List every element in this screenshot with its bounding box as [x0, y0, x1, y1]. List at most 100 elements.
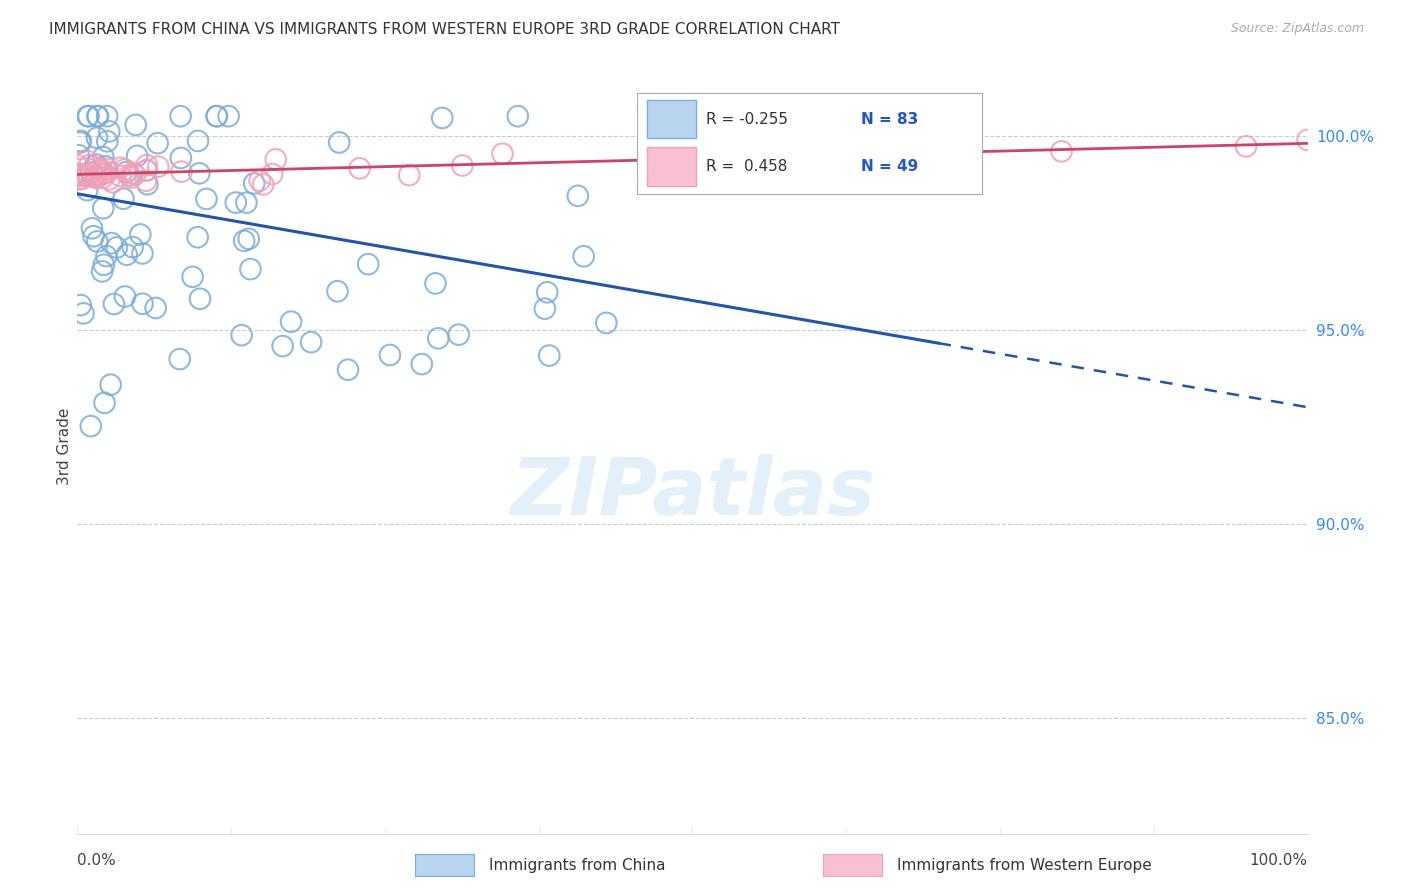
Point	[398, 168, 420, 182]
Point	[425, 277, 447, 291]
Point	[169, 352, 191, 367]
Point	[110, 161, 132, 175]
Point	[136, 178, 159, 192]
Y-axis label: 3rd Grade: 3rd Grade	[56, 408, 72, 484]
Point	[93, 396, 115, 410]
Point	[69, 136, 91, 150]
Point	[252, 178, 274, 192]
Point	[195, 192, 218, 206]
Point	[112, 192, 135, 206]
Point	[69, 169, 91, 183]
Point	[135, 174, 157, 188]
Point	[86, 235, 108, 249]
Point	[100, 377, 122, 392]
Point	[114, 289, 136, 303]
Point	[69, 161, 91, 176]
Point	[76, 153, 98, 168]
Point	[146, 136, 169, 150]
Point	[262, 167, 284, 181]
Point	[97, 165, 120, 179]
Text: Immigrants from China: Immigrants from China	[489, 858, 666, 872]
Point	[135, 163, 157, 178]
Point	[538, 349, 561, 363]
Point	[80, 166, 103, 180]
Point	[115, 165, 138, 179]
Point	[188, 166, 211, 180]
Point	[280, 315, 302, 329]
Point	[1296, 133, 1319, 147]
Point	[77, 168, 100, 182]
Point	[411, 357, 433, 371]
Point	[121, 166, 143, 180]
Point	[357, 257, 380, 271]
Point	[447, 327, 470, 342]
Point	[187, 230, 209, 244]
Point	[187, 134, 209, 148]
Point	[100, 236, 122, 251]
Point	[86, 130, 108, 145]
Point	[129, 227, 152, 242]
Point	[491, 146, 513, 161]
Point	[91, 170, 114, 185]
Point	[235, 195, 257, 210]
Text: 0.0%: 0.0%	[77, 854, 117, 869]
Point	[506, 109, 529, 123]
Point	[90, 168, 112, 182]
Point	[69, 172, 91, 186]
Point	[271, 339, 294, 353]
Point	[94, 159, 117, 173]
Point	[76, 109, 98, 123]
Point	[105, 240, 128, 254]
Point	[135, 158, 157, 172]
Point	[83, 229, 105, 244]
Point	[225, 195, 247, 210]
Point	[264, 153, 287, 167]
Point	[1234, 139, 1257, 153]
Point	[378, 348, 401, 362]
Point	[80, 221, 103, 235]
Text: ZIPatlas: ZIPatlas	[510, 453, 875, 532]
Point	[87, 109, 110, 123]
Point	[69, 298, 91, 312]
Point	[115, 248, 138, 262]
Point	[131, 297, 153, 311]
Point	[127, 149, 149, 163]
Point	[89, 162, 111, 177]
Point	[93, 166, 115, 180]
Point	[349, 161, 371, 176]
Point	[249, 174, 271, 188]
Point	[120, 170, 142, 185]
Text: Immigrants from Western Europe: Immigrants from Western Europe	[897, 858, 1152, 872]
Point	[337, 362, 360, 376]
Point	[131, 246, 153, 260]
Point	[218, 109, 240, 123]
Point	[114, 162, 136, 177]
Point	[233, 234, 256, 248]
Point	[124, 168, 146, 182]
Point	[299, 335, 322, 350]
Point	[243, 177, 266, 191]
Point	[91, 163, 114, 178]
Point	[96, 249, 118, 263]
Point	[84, 170, 107, 185]
Point	[238, 232, 260, 246]
Point	[91, 150, 114, 164]
Point	[239, 262, 262, 277]
Point	[67, 167, 90, 181]
Point	[181, 269, 204, 284]
Point	[97, 161, 120, 176]
Point	[79, 158, 101, 172]
Point	[70, 171, 93, 186]
Point	[67, 148, 90, 162]
Point	[170, 151, 193, 165]
Point	[432, 111, 454, 125]
Point	[567, 189, 589, 203]
Point	[77, 109, 100, 123]
Point	[84, 157, 107, 171]
Point	[427, 331, 450, 345]
Point	[76, 183, 98, 197]
Point	[1050, 145, 1073, 159]
Point	[572, 249, 595, 263]
Point	[80, 419, 103, 434]
Point	[145, 301, 167, 315]
